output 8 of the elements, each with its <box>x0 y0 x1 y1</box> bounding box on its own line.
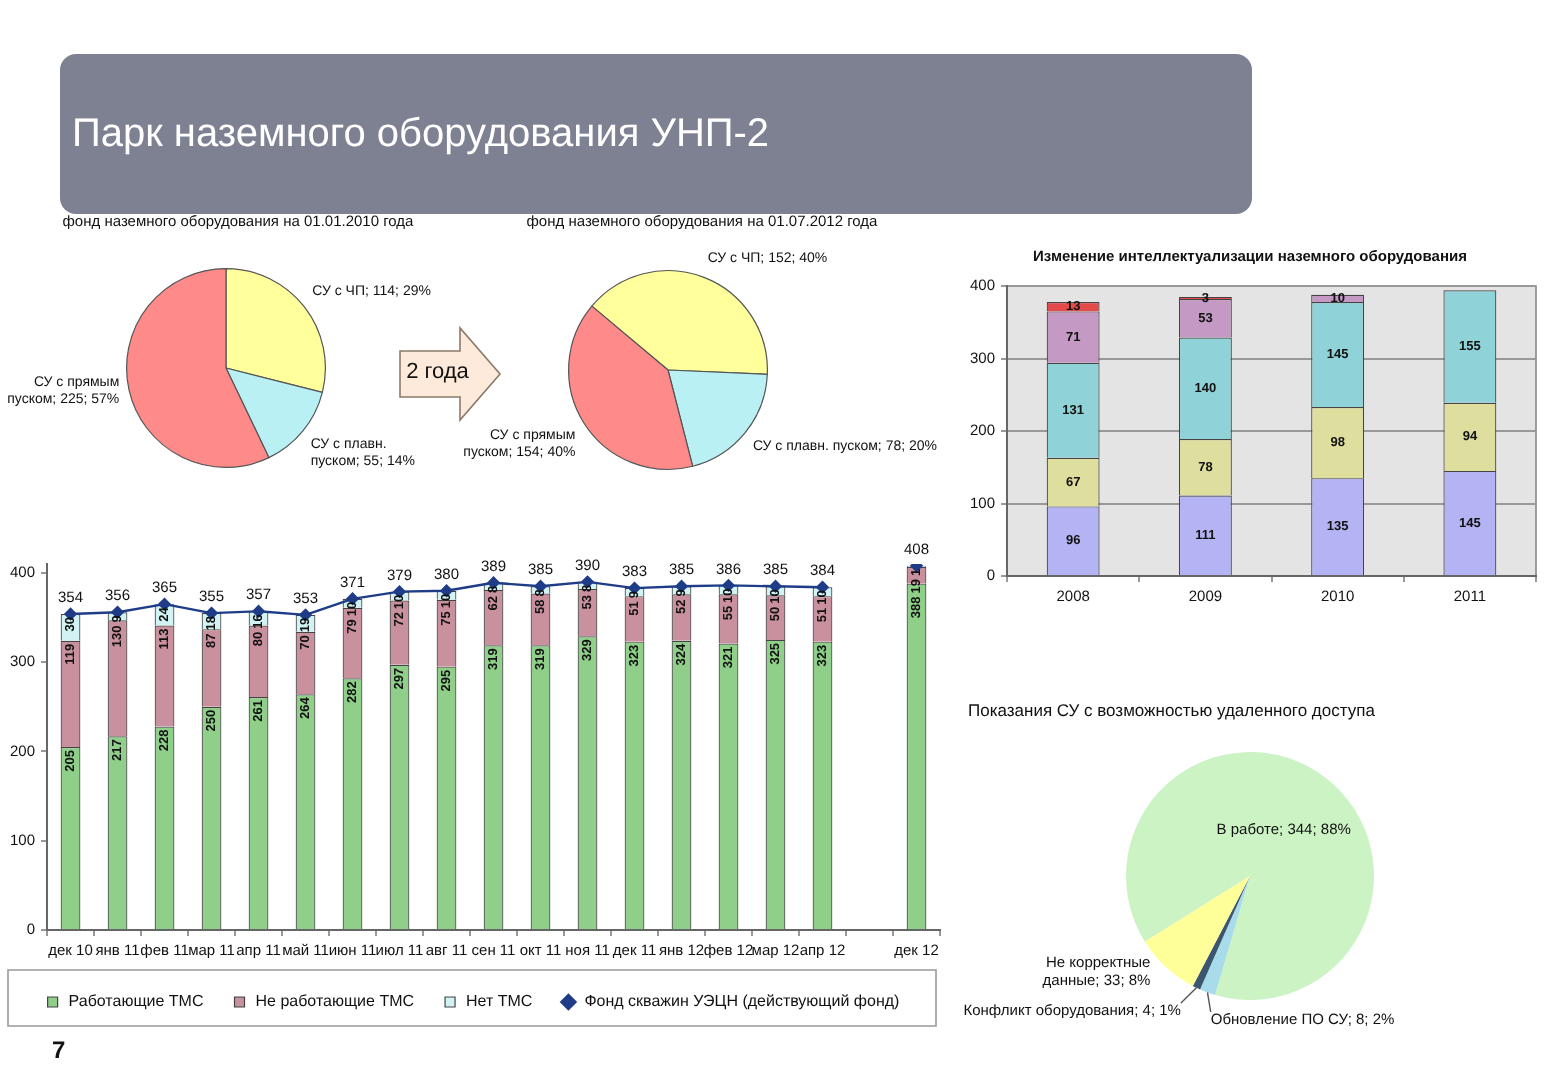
chart-title: Показания СУ с возможностью удаленного доступа <box>968 700 1375 722</box>
text: 2 года <box>404 360 471 388</box>
text: 7 <box>52 1036 66 1065</box>
legend-label: Не работающие ТМС <box>255 992 415 1011</box>
legend-label: Нет ТМС <box>466 992 533 1011</box>
text: Парк наземного оборудования УНП-2 <box>70 110 770 158</box>
legend-label: Фонд скважин УЭЦН (действующий фонд) <box>584 992 901 1011</box>
legend-label: Работающие ТМС <box>68 992 204 1011</box>
